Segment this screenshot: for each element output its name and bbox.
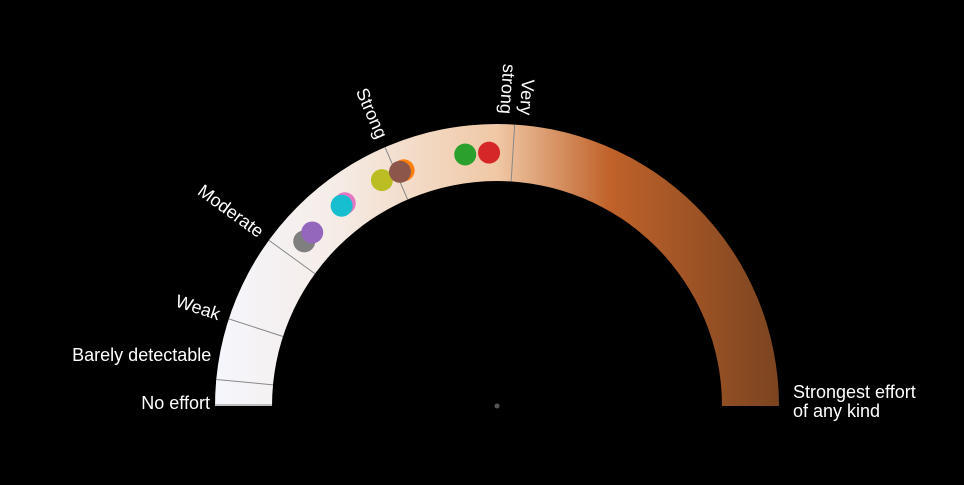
tick-label-5: Verystrong bbox=[496, 63, 539, 115]
tick-label-4: Strong bbox=[352, 85, 391, 142]
tick-label-text: No effort bbox=[141, 393, 210, 413]
gauge-arc bbox=[215, 124, 779, 406]
data-point-3 bbox=[330, 194, 353, 217]
tick-labels: No effort Barely detectable Weak Moderate St… bbox=[72, 63, 916, 420]
tick-label-line: Very bbox=[516, 79, 538, 116]
tick-5 bbox=[510, 124, 516, 182]
end-label-line: of any kind bbox=[793, 401, 880, 421]
data-points bbox=[293, 141, 501, 253]
tick-label-text: Strong bbox=[352, 85, 391, 142]
data-point-4 bbox=[370, 169, 393, 192]
end-label: Strongest effort of any kind bbox=[793, 382, 916, 421]
end-label-line: Strongest effort bbox=[793, 382, 916, 402]
tick-label-0: No effort bbox=[141, 393, 210, 413]
tick-label-3: Moderate bbox=[194, 181, 267, 242]
tick-label-line: strong bbox=[496, 63, 519, 114]
tick-label-text: Moderate bbox=[194, 181, 267, 242]
data-point-8 bbox=[478, 141, 501, 164]
gauge-center-dot bbox=[494, 403, 500, 409]
tick-3 bbox=[268, 239, 316, 275]
tick-1 bbox=[216, 378, 274, 386]
tick-label-1: Barely detectable bbox=[72, 345, 211, 365]
end-label-text: Strongest effort of any kind bbox=[793, 382, 916, 421]
tick-2 bbox=[228, 318, 284, 337]
data-point-6 bbox=[388, 160, 411, 183]
tick-label-text: Barely detectable bbox=[72, 345, 211, 365]
tick-label-2: Weak bbox=[173, 291, 224, 324]
data-point-1 bbox=[301, 221, 324, 244]
data-point-7 bbox=[454, 143, 477, 166]
gauge-band bbox=[215, 124, 779, 406]
tick-label-text: Weak bbox=[173, 291, 224, 324]
tick-label-text: Verystrong bbox=[496, 63, 539, 115]
